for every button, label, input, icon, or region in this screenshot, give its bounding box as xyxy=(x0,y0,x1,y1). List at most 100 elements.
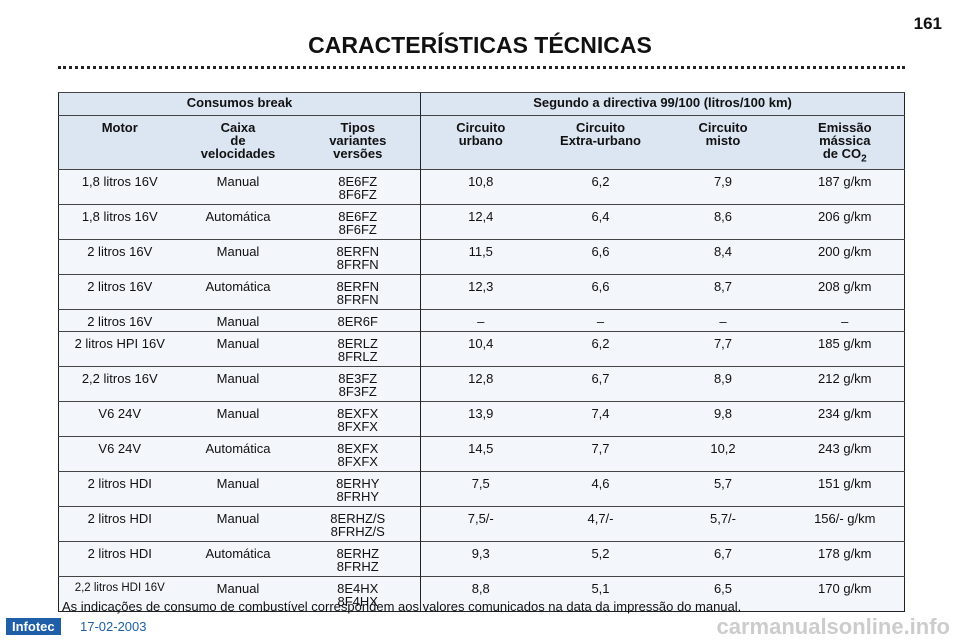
cell: Manual xyxy=(180,470,296,507)
cell: 8ERLZ 8FRLZ xyxy=(295,330,421,367)
cell-line: 8FXFX xyxy=(337,418,378,434)
cell: 243 g/km xyxy=(785,435,905,472)
group-header: Segundo a directiva 99/100 (litros/100 k… xyxy=(419,92,905,116)
cell: Manual xyxy=(180,365,296,402)
cell-line: variantes xyxy=(329,133,387,148)
cell: 212 g/km xyxy=(785,365,905,402)
cell-line: de CO2 xyxy=(822,146,867,165)
cell: 185 g/km xyxy=(785,330,905,367)
cell: 8,4 xyxy=(660,238,786,275)
cell: 178 g/km xyxy=(785,540,905,577)
cell-line: de xyxy=(230,133,246,148)
cell: 7,5 xyxy=(420,470,541,507)
cell: 8EXFX 8FXFX xyxy=(295,400,421,437)
subscript: 2 xyxy=(861,153,867,165)
cell: 8EXFX 8FXFX xyxy=(295,435,421,472)
cell-line: velocidades xyxy=(200,146,276,161)
cell: Manual xyxy=(180,400,296,437)
group-header: Consumos break xyxy=(58,92,421,116)
cell: 2 litros 16V xyxy=(58,238,181,275)
cell: 4,6 xyxy=(540,470,661,507)
cell-line: Emissão xyxy=(818,120,872,135)
cell-line: 8FRHY xyxy=(336,488,380,504)
cell-line: urbano xyxy=(458,133,503,148)
data-row: 2 litros HPI 16V Manual 8ERLZ 8FRLZ 10,4 6,2 7… xyxy=(58,330,905,367)
cell-line: 8EXFX xyxy=(337,440,379,456)
cell: 8ERHY 8FRHY xyxy=(295,470,421,507)
cell: 8,9 xyxy=(660,365,786,402)
cell-line: 8ER6F xyxy=(337,313,378,329)
cell: 9,3 xyxy=(420,540,541,577)
cell: 8E6FZ 8F6FZ xyxy=(295,203,421,240)
cell-line: 8E6FZ xyxy=(338,208,378,224)
cell-line: 8F4HX xyxy=(337,593,378,609)
cell: 8,8 xyxy=(420,575,541,612)
cell: 7,7 xyxy=(660,330,786,367)
cell: 13,9 xyxy=(420,400,541,437)
cell-line: misto xyxy=(705,133,741,148)
cell: 1,8 litros 16V xyxy=(58,203,181,240)
cell: – xyxy=(660,308,786,332)
cell: Automática xyxy=(180,203,296,240)
data-row: V6 24V Manual 8EXFX 8FXFX 13,9 7,4 9,8 234 g/km xyxy=(58,400,905,437)
cell: 8ERFN 8FRFN xyxy=(295,238,421,275)
cell: 9,8 xyxy=(660,400,786,437)
cell: Automática xyxy=(180,435,296,472)
cell: 2 litros HDI xyxy=(58,470,181,507)
spec-table: Consumos break Segundo a directiva 99/100… xyxy=(58,92,906,612)
data-row: 1,8 litros 16V Automática 8E6FZ 8F6FZ 12,4 6,… xyxy=(58,203,905,240)
data-row: 2 litros HDI Automática 8ERHZ 8FRHZ 9,3 5,2 6,… xyxy=(58,540,905,577)
cell: 8E6FZ 8F6FZ xyxy=(295,168,421,205)
cell: 5,2 xyxy=(540,540,661,577)
column-header: Caixa de velocidades xyxy=(180,115,296,170)
cell: 7,5/- xyxy=(420,505,541,542)
cell: 5,1 xyxy=(540,575,661,612)
cell: 8,7 xyxy=(660,273,786,310)
data-row: 2,2 litros HDI 16V Manual 8E4HX 8F4HX 8,8 5,1… xyxy=(58,575,905,612)
cell-line: Circuito xyxy=(456,120,506,135)
data-row: 2,2 litros 16V Manual 8E3FZ 8F3FZ 12,8 6,7 8,9… xyxy=(58,365,905,402)
cell: 4,7/- xyxy=(540,505,661,542)
cell-line: 8E4HX xyxy=(337,580,379,596)
data-row: V6 24V Automática 8EXFX 8FXFX 14,5 7,7 10,2 243… xyxy=(58,435,905,472)
cell: V6 24V xyxy=(58,400,181,437)
cell: 8ERHZ 8FRHZ xyxy=(295,540,421,577)
cell: Manual xyxy=(180,330,296,367)
cell: 7,4 xyxy=(540,400,661,437)
cell: 6,5 xyxy=(660,575,786,612)
cell: 2 litros HPI 16V xyxy=(58,330,181,367)
cell-line: 8F3FZ xyxy=(338,383,377,399)
column-header: Emissão mássica de CO2 xyxy=(785,115,905,170)
page-number: 161 xyxy=(913,14,942,33)
cell: 8ERFN 8FRFN xyxy=(295,273,421,310)
cell: 7,7 xyxy=(540,435,661,472)
cell-line: 8ERFN xyxy=(336,278,380,294)
cell: 6,6 xyxy=(540,238,661,275)
cell: 6,2 xyxy=(540,168,661,205)
group-header-row: Consumos break Segundo a directiva 99/100… xyxy=(58,92,905,116)
cell: 1,8 litros 16V xyxy=(58,168,181,205)
cell: 10,8 xyxy=(420,168,541,205)
data-row: 2 litros 16V Manual 8ER6F – – – – xyxy=(58,308,905,332)
column-header: Circuito urbano xyxy=(420,115,541,170)
cell: 10,4 xyxy=(420,330,541,367)
cell: 5,7/- xyxy=(660,505,786,542)
data-row: 2 litros HDI Manual 8ERHZ/S 8FRHZ/S 7,5/- 4,7… xyxy=(58,505,905,542)
cell: 7,9 xyxy=(660,168,786,205)
cell: 2 litros HDI xyxy=(58,540,181,577)
cell-line: 8ERLZ xyxy=(337,335,378,351)
watermark: carmanualsonline.info xyxy=(716,614,951,639)
cell: V6 24V xyxy=(58,435,181,472)
cell-line: 8FRHZ xyxy=(336,558,379,574)
column-header: Circuito Extra-urbano xyxy=(540,115,661,170)
cell: 6,4 xyxy=(540,203,661,240)
cell-line: 8FRFN xyxy=(336,256,379,272)
cell: Manual xyxy=(180,308,296,332)
cell-line: 8FRHZ/S xyxy=(330,523,385,539)
column-header-row: Motor Caixa de velocidades Tipos variantes ver… xyxy=(58,115,905,170)
cell: Automática xyxy=(180,540,296,577)
column-header: Motor xyxy=(58,115,181,170)
data-row: 1,8 litros 16V Manual 8E6FZ 8F6FZ 10,8 6,2 7,9… xyxy=(58,168,905,205)
cell-line: Extra-urbano xyxy=(560,133,641,148)
